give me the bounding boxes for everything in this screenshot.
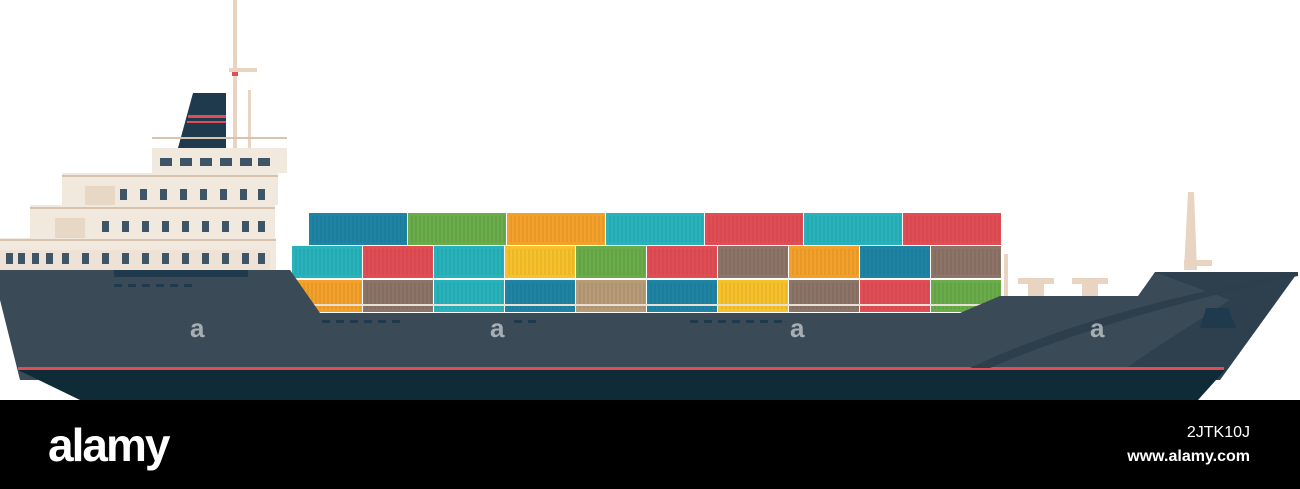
cargo-ship-illustration: a a a a (0, 0, 1298, 400)
deck-bollard (1082, 284, 1098, 296)
cargo-container (647, 246, 717, 278)
cargo-container (860, 246, 930, 278)
funnel-stripe (187, 121, 226, 123)
footer-bar: alamy 2JTK10J www.alamy.com (0, 400, 1300, 489)
cargo-container (789, 280, 859, 312)
svg-text:a: a (190, 313, 205, 343)
cargo-container (505, 280, 575, 312)
deck-shade (85, 186, 115, 205)
hull-portholes (114, 284, 782, 323)
cargo-container (576, 280, 646, 312)
cargo-container (931, 246, 1001, 278)
cargo-container (309, 213, 407, 245)
deck-bollard (1018, 278, 1054, 284)
ship-windows (6, 158, 270, 264)
anchor-hatch (1200, 308, 1236, 328)
cargo-container (718, 246, 788, 278)
cargo-container (576, 246, 646, 278)
site-url-label: www.alamy.com (1127, 448, 1250, 465)
cargo-container (363, 246, 433, 278)
cargo-container (860, 280, 930, 312)
deck-shade (0, 250, 270, 270)
cargo-container (363, 280, 433, 312)
funnel-stripe (188, 115, 226, 118)
cargo-container (292, 246, 362, 278)
watermark: a a a a (190, 313, 1105, 343)
waterline-stripe (18, 367, 1224, 370)
deck-shade (55, 218, 85, 238)
deck-bollard (1028, 284, 1044, 296)
superstructure-base (114, 270, 248, 277)
svg-text:a: a (1090, 313, 1105, 343)
cargo-container (789, 246, 859, 278)
bow-mast (1184, 192, 1197, 270)
cargo-container (804, 213, 902, 245)
bow-sweep (970, 272, 1298, 368)
ship-hull-bottom (18, 370, 1225, 400)
cargo-container (647, 280, 717, 312)
cargo-container (434, 246, 504, 278)
cargo-container (903, 213, 1001, 245)
ship-funnel (178, 93, 226, 148)
mast-crossbar (229, 68, 257, 72)
ship-hull-upper (0, 270, 1298, 380)
deck-post (1004, 254, 1008, 296)
bow-mast-arm (1184, 260, 1212, 266)
mast-aux (248, 90, 251, 148)
cargo-container (705, 213, 803, 245)
deck-railings (0, 137, 287, 241)
brand-logo: alamy (48, 419, 170, 471)
cargo-container (718, 280, 788, 312)
mast-light (232, 72, 238, 76)
deck-bollard (1072, 278, 1108, 284)
svg-text:a: a (490, 313, 505, 343)
cargo-container (434, 280, 504, 312)
cargo-container (505, 246, 575, 278)
container-stacks (292, 213, 1001, 312)
cargo-container (606, 213, 704, 245)
image-id-label: 2JTK10J (1186, 424, 1250, 441)
cargo-container (408, 213, 506, 245)
cargo-container (507, 213, 605, 245)
svg-text:a: a (790, 313, 805, 343)
